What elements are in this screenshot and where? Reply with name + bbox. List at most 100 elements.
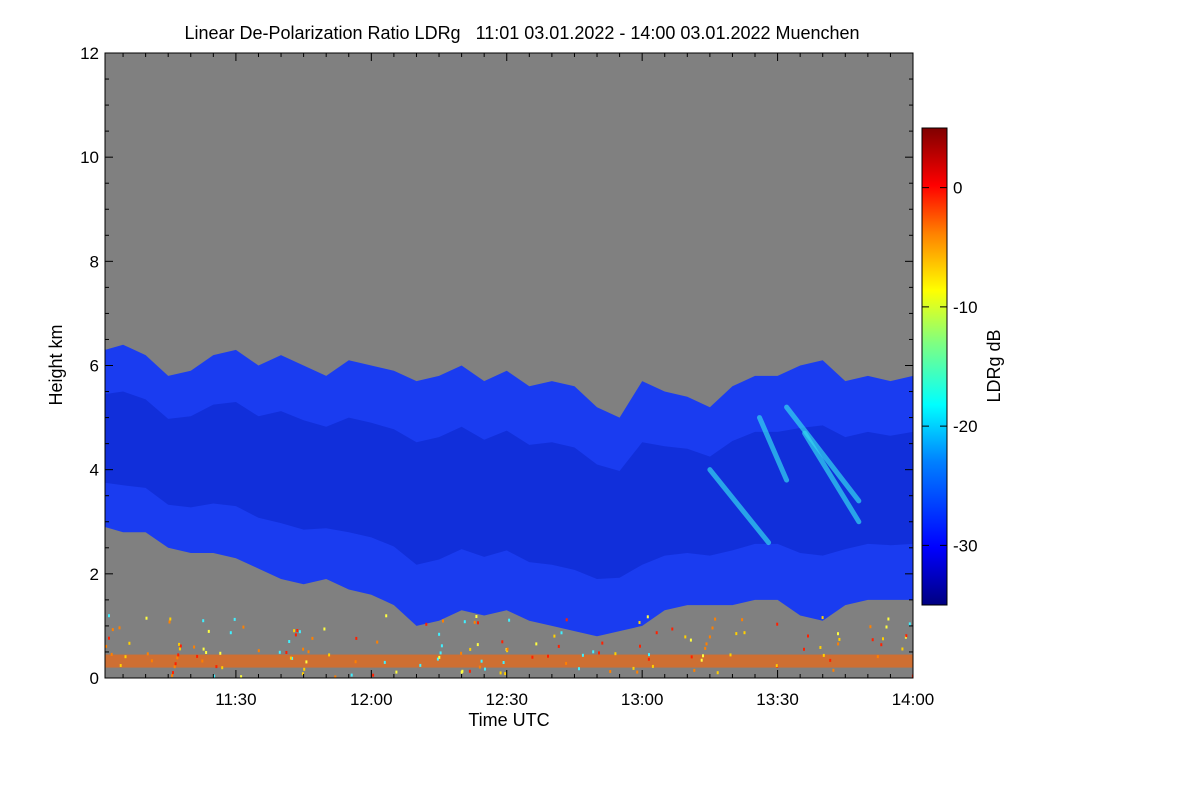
speckle-point — [908, 622, 911, 626]
y-axis-label: Height km — [46, 324, 66, 405]
speckle-point — [553, 634, 556, 638]
virga-streaks — [707, 404, 862, 546]
speckle-point — [601, 641, 604, 645]
colorbar-tick-label: -20 — [953, 417, 978, 436]
colorbar-tick-label: -10 — [953, 298, 978, 317]
speckle-point — [735, 632, 738, 636]
speckle-point — [376, 640, 379, 644]
speckle-point — [291, 656, 294, 660]
speckle-point — [311, 636, 314, 640]
speckle-point — [202, 647, 205, 651]
plot-area — [104, 52, 914, 679]
speckle-point — [355, 636, 358, 640]
speckle-point — [887, 617, 890, 621]
speckle-point — [648, 653, 650, 657]
x-axis: 11:30 12:00 12:30 13:00 13:30 14:00 — [122, 53, 935, 709]
speckle-point — [882, 637, 884, 641]
speckle-point — [439, 651, 442, 655]
speckle-point — [476, 643, 479, 647]
speckle-point — [385, 614, 388, 618]
speckle-point — [639, 644, 641, 648]
speckle-point — [469, 647, 472, 651]
speckle-point — [171, 674, 174, 678]
speckle-point — [504, 672, 507, 676]
x-tick-label: 14:00 — [892, 690, 935, 709]
speckle-point — [145, 616, 148, 620]
speckle-point — [240, 675, 243, 678]
y-tick-label: 0 — [90, 669, 99, 688]
speckle-point — [646, 615, 649, 619]
speckle-point — [729, 653, 732, 657]
speckle-point — [303, 667, 306, 671]
speckle-point — [807, 634, 809, 638]
colorbar-ticks: 0 -10 -20 -30 — [922, 179, 978, 555]
cloud-core-region — [105, 391, 913, 579]
speckle-point — [822, 653, 825, 657]
speckle-point — [201, 659, 204, 663]
speckle-point — [708, 635, 711, 639]
speckle-point — [484, 667, 486, 671]
speckle-point — [202, 619, 205, 623]
speckle-point — [460, 670, 463, 674]
speckle-point — [819, 646, 822, 649]
y-tick-label: 4 — [90, 461, 99, 480]
speckle-point — [307, 650, 310, 654]
speckle-point — [477, 621, 479, 625]
virga-streak — [784, 404, 862, 504]
speckle-point — [876, 655, 879, 659]
speckle-point — [776, 622, 779, 626]
speckle-point — [296, 629, 299, 632]
speckle-point — [480, 659, 483, 663]
y-tick-label: 10 — [80, 148, 99, 167]
speckle-point — [821, 616, 824, 620]
speckle-point — [535, 642, 538, 646]
speckle-point — [354, 660, 357, 664]
speckle-point — [690, 655, 693, 659]
speckle-point — [609, 670, 612, 673]
speckle-point — [119, 664, 122, 667]
speckle-point — [531, 655, 534, 659]
speckle-point — [885, 625, 888, 629]
y-tick-label: 12 — [80, 44, 99, 63]
colorbar: 0 -10 -20 -30 LDRg dB — [921, 127, 1004, 606]
speckle-point — [714, 617, 717, 621]
speckle-point — [460, 651, 463, 655]
speckle-point — [636, 670, 639, 674]
speckle-point — [705, 642, 708, 646]
chart-title: Linear De-Polarization Ratio LDRg 11:01 … — [184, 23, 859, 43]
speckle-point — [647, 657, 650, 661]
speckle-point — [108, 614, 110, 618]
speckle-point — [179, 644, 182, 648]
speckle-point — [305, 660, 308, 664]
speckle-point — [440, 644, 443, 648]
speckle-point — [173, 665, 176, 669]
speckle-point — [178, 647, 181, 651]
speckle-point — [257, 649, 260, 653]
speckle-point — [118, 626, 121, 630]
y-tick-label: 6 — [90, 357, 99, 376]
speckle-point — [301, 672, 304, 676]
speckle-point — [278, 650, 281, 654]
speckle-point — [803, 647, 805, 651]
speckle-point — [110, 652, 113, 656]
speckle-point — [693, 668, 696, 672]
speckle-point — [775, 664, 778, 668]
speckle-point — [880, 643, 883, 647]
speckle-point — [711, 626, 714, 630]
x-tick-label: 11:30 — [215, 690, 256, 709]
speckle-point — [242, 625, 245, 629]
speckle-point — [702, 654, 704, 658]
speckle-point — [174, 662, 177, 666]
speckle-point — [501, 640, 504, 644]
speckle-point — [395, 670, 398, 674]
speckle-point — [565, 661, 568, 665]
colorbar-tick-label: -30 — [953, 536, 978, 555]
x-axis-label: Time UTC — [468, 710, 549, 730]
colorbar-tick-label: 0 — [953, 179, 962, 198]
speckle-point — [911, 674, 913, 678]
y-tick-label: 8 — [90, 252, 99, 271]
speckle-point — [651, 664, 654, 668]
speckle-point — [229, 631, 232, 635]
speckle-point — [334, 675, 337, 678]
speckle-point — [328, 653, 331, 657]
